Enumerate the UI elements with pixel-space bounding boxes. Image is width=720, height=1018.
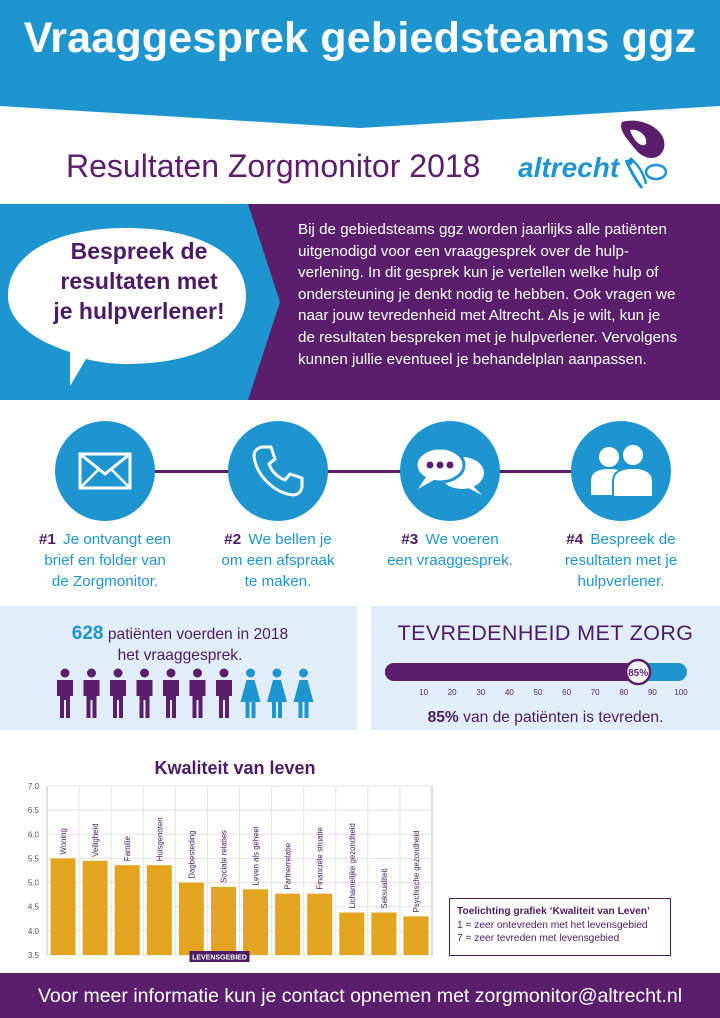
footer-bar (0, 973, 720, 1018)
man-figure-icon (163, 668, 179, 718)
chart-category-label: Lichamelijke gezondheid (348, 823, 357, 908)
chart-bar (371, 912, 397, 955)
footer-contact-text: Voor meer informatie kun je contact opne… (37, 985, 683, 1007)
chart-category-label: Leven als geheel (252, 826, 261, 885)
chart-category-label: Dagbesteding (187, 830, 196, 878)
step-3-label: #3 We voeren een vraaggesprek. (387, 531, 513, 569)
chart-bar (50, 858, 76, 955)
altrecht-butterfly-logo (621, 120, 668, 189)
patient-figures (57, 668, 314, 718)
patient-count-text: 628 patiënten voerden in 2018 het vraagg… (71, 623, 289, 664)
woman-figure-icon (267, 668, 287, 718)
progress-badge-label: 85% (628, 668, 648, 679)
chart-title: Kwaliteit van leven (154, 758, 316, 778)
chat-bubbles-icon (414, 446, 484, 495)
chart-y-tick-label: 5.5 (28, 854, 40, 863)
chart-y-tick-label: 6.5 (28, 806, 40, 815)
progress-fill (385, 663, 639, 681)
man-figure-icon (216, 668, 232, 718)
chart-y-tick-label: 4.0 (28, 927, 40, 936)
step-4-circle (571, 421, 671, 521)
man-figure-icon (83, 668, 100, 718)
chart-bar (146, 865, 172, 955)
chart-category-label: Psychische gezondheid (412, 830, 421, 912)
chart-category-label: Huisgenoten (155, 817, 164, 861)
chart-category-label: Woning (59, 828, 68, 854)
man-figure-icon (57, 668, 73, 718)
woman-figure-icon (293, 668, 314, 718)
chart-y-tick-label: 4.5 (28, 903, 40, 912)
man-figure-icon (136, 668, 153, 718)
step-2-circle (228, 421, 328, 521)
chart-category-label: Familie (123, 836, 132, 861)
chart-bar (210, 886, 236, 955)
step-1-circle (55, 421, 155, 521)
chart-category-label: Financiële situatie (316, 827, 325, 889)
progress-tick-label: 60 (562, 688, 571, 697)
man-figure-icon (189, 668, 206, 718)
chart-bar (275, 893, 301, 955)
progress-tick-label: 50 (534, 688, 543, 697)
intro-paragraph: Bij de gebiedsteams ggz worden jaarlijks… (298, 221, 678, 368)
envelope-icon (78, 452, 132, 490)
chart-y-tick-label: 6.0 (28, 830, 40, 839)
chart-y-tick-label: 3.5 (28, 951, 40, 960)
speech-bubble-text: Bespreek de resultaten met je hulpverlen… (53, 238, 225, 324)
chart-y-tick-label: 5.0 (28, 879, 40, 888)
chart-y-tick-label: 7.0 (28, 782, 40, 791)
patient-count-number: 628 (71, 623, 104, 644)
chart-bar (403, 916, 429, 955)
step-4-label: #4 Bespreek de resultaten met je hulpver… (564, 531, 678, 590)
chart-category-label: Sociale relaties (219, 830, 228, 883)
progress-tick-label: 20 (448, 688, 457, 697)
altrecht-logo-text: altrecht (518, 152, 620, 183)
header-banner (0, 0, 720, 128)
satisfaction-summary: 85% van de patiënten is tevreden. (427, 709, 664, 726)
progress-tick-label: 30 (476, 688, 485, 697)
chart-legend-box: Toelichting grafiek ‘Kwaliteit van Leven… (449, 898, 671, 956)
progress-tick-label: 100 (674, 688, 688, 697)
phone-icon (252, 445, 304, 497)
chart-x-axis-label: LEVENSGEBIED (192, 955, 247, 962)
chart-bar (307, 893, 333, 955)
progress-tick-label: 40 (505, 688, 514, 697)
chart-bar (178, 882, 204, 955)
chart-bar (339, 912, 365, 955)
chart-category-label: Veiligheid (91, 823, 100, 856)
step-2-label: #2 We bellen je om een afspraak te maken… (221, 531, 335, 590)
woman-figure-icon (240, 668, 261, 718)
step-3-circle (400, 421, 500, 521)
satisfaction-progress-bar: 85% 10 20 30 40 50 60 70 80 90 100 (385, 658, 688, 697)
intro-band (0, 204, 720, 400)
chart-bar (114, 865, 140, 955)
chart-bar (82, 860, 108, 955)
chart-x-axis-tag (189, 951, 250, 962)
chart-bar (243, 889, 269, 955)
steps-connector-line (105, 470, 615, 473)
progress-badge (624, 658, 652, 686)
progress-tick-label: 90 (648, 688, 657, 697)
patient-count-panel (0, 606, 357, 730)
chart-category-label: Seksualiteit (380, 868, 389, 909)
chart-category-label: Partnerrelatie (284, 843, 293, 890)
satisfaction-title: TEVREDENHEID MET ZORG (397, 621, 694, 645)
page-title: Vraaggesprek gebiedsteams ggz (23, 14, 697, 62)
page-subtitle: Resultaten Zorgmonitor 2018 (66, 148, 481, 184)
step-1-label: #1 Je ontvangt een brief en folder van d… (38, 531, 172, 590)
people-icon (591, 443, 654, 498)
man-figure-icon (110, 668, 126, 718)
progress-tick-label: 70 (591, 688, 600, 697)
quality-of-life-chart: 3.5 4.0 4.5 5.0 5.5 6.0 6.5 7.0 Woning Veiligheid… (28, 782, 433, 962)
progress-tick-label: 10 (419, 688, 428, 697)
progress-tick-label: 80 (619, 688, 628, 697)
